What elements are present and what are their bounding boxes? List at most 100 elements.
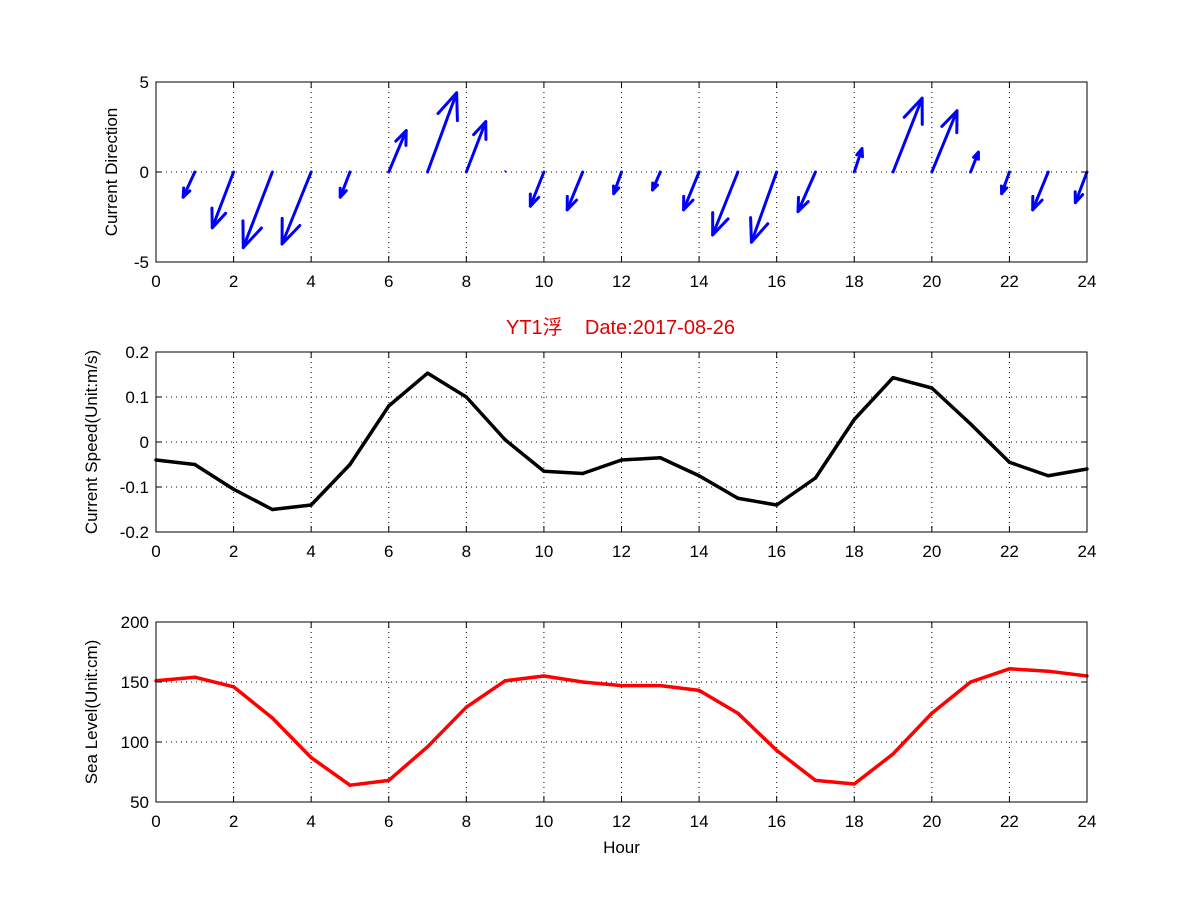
y-tick-label: 200 xyxy=(121,613,149,632)
data-point xyxy=(270,716,275,720)
y-axis-label: Current Speed(Unit:m/s) xyxy=(82,350,101,534)
x-tick-label: 20 xyxy=(922,272,941,291)
vector-shaft xyxy=(528,170,546,208)
sea-level-line xyxy=(154,667,1089,787)
data-point xyxy=(1007,667,1012,671)
vector-arrow xyxy=(338,170,352,199)
x-tick-label: 4 xyxy=(306,812,315,831)
x-tick-label: 8 xyxy=(462,812,471,831)
x-tick-label: 0 xyxy=(151,272,160,291)
vector-arrow xyxy=(711,170,740,237)
vector-head xyxy=(651,181,659,192)
data-point xyxy=(930,711,934,715)
vector-arrow xyxy=(504,169,508,174)
vector-head xyxy=(1073,190,1085,205)
vector-shaft xyxy=(749,170,779,244)
vector-shaft xyxy=(210,170,236,230)
vector-head xyxy=(1031,194,1044,212)
vector-arrow xyxy=(930,109,959,174)
vector-arrow xyxy=(682,170,701,212)
data-point xyxy=(309,503,313,507)
current-direction-panel: 0 2 4 6 8 10 12 14 16 18 20 22 24-505 Current Direct… xyxy=(102,73,1096,291)
data-point xyxy=(968,680,973,684)
data-point xyxy=(697,474,701,478)
vector-head xyxy=(711,211,730,237)
x-tick-label: 2 xyxy=(229,272,238,291)
data-point xyxy=(193,462,197,467)
data-point xyxy=(425,371,430,375)
data-point xyxy=(891,375,895,380)
data-point xyxy=(581,680,585,684)
vector-shaft xyxy=(930,109,959,174)
data-point xyxy=(348,783,352,787)
x-tick-label: 24 xyxy=(1078,542,1097,561)
vector-head xyxy=(338,186,348,199)
vector-head xyxy=(902,96,924,126)
vector-shaft xyxy=(464,120,488,174)
data-point xyxy=(852,417,856,422)
vector-arrow xyxy=(280,170,313,246)
vector-head xyxy=(472,120,488,141)
vector-arrow xyxy=(241,170,274,250)
data-point xyxy=(231,487,236,491)
vector-head xyxy=(241,219,263,250)
vector-head xyxy=(436,91,459,123)
vector-shaft xyxy=(1031,170,1050,212)
vector-head xyxy=(394,129,408,147)
x-tick-label: 12 xyxy=(612,542,631,561)
x-tick-label: 20 xyxy=(922,812,941,831)
data-point xyxy=(348,462,352,467)
data-point xyxy=(774,748,779,753)
y-tick-label: -0.1 xyxy=(120,478,149,497)
data-point xyxy=(1007,460,1012,464)
vector-head xyxy=(528,192,541,208)
x-tick-label: 4 xyxy=(306,272,315,291)
vector-shaft xyxy=(181,170,197,199)
vector-arrow xyxy=(464,120,488,174)
data-point xyxy=(503,679,507,683)
y-axis-label: Current Direction xyxy=(102,108,121,237)
vector-arrow xyxy=(796,170,817,214)
data-point xyxy=(231,685,236,689)
x-tick-label: 2 xyxy=(229,542,238,561)
x-axis-label: Hour xyxy=(603,838,640,857)
data-point xyxy=(309,755,313,760)
vector-arrow xyxy=(210,170,236,230)
data-point xyxy=(930,386,934,390)
data-point xyxy=(658,456,662,460)
data-point xyxy=(619,458,624,462)
data-point xyxy=(658,683,662,688)
x-tick-label: 24 xyxy=(1078,272,1097,291)
grid-lines xyxy=(156,622,1087,802)
vector-shaft xyxy=(426,91,459,174)
vector-arrow xyxy=(969,150,980,174)
x-tick-label: 14 xyxy=(690,812,709,831)
vector-arrow xyxy=(852,147,864,174)
data-point xyxy=(968,422,973,426)
x-tick-label: 0 xyxy=(151,812,160,831)
data-point xyxy=(1046,474,1050,478)
y-tick-label: 0.1 xyxy=(125,388,149,407)
x-tick-label: 18 xyxy=(845,272,864,291)
x-tick-label: 24 xyxy=(1078,812,1097,831)
data-point xyxy=(193,675,197,679)
vector-shaft xyxy=(387,129,408,174)
vector-head xyxy=(210,206,228,230)
vector-arrow xyxy=(611,170,623,196)
vector-head xyxy=(280,216,302,246)
x-tick-label: 18 xyxy=(845,542,864,561)
data-point xyxy=(542,674,546,678)
data-point xyxy=(813,476,818,480)
y-tick-label: -0.2 xyxy=(120,523,149,542)
data-point xyxy=(736,711,740,715)
x-tick-label: 10 xyxy=(534,272,553,291)
vector-head xyxy=(611,184,621,196)
vector-shaft xyxy=(565,170,585,212)
data-point xyxy=(774,503,779,507)
vector-head xyxy=(565,194,579,212)
vector-shaft xyxy=(1073,170,1089,205)
y-tick-label: 5 xyxy=(140,73,149,92)
x-tick-label: 8 xyxy=(462,272,471,291)
